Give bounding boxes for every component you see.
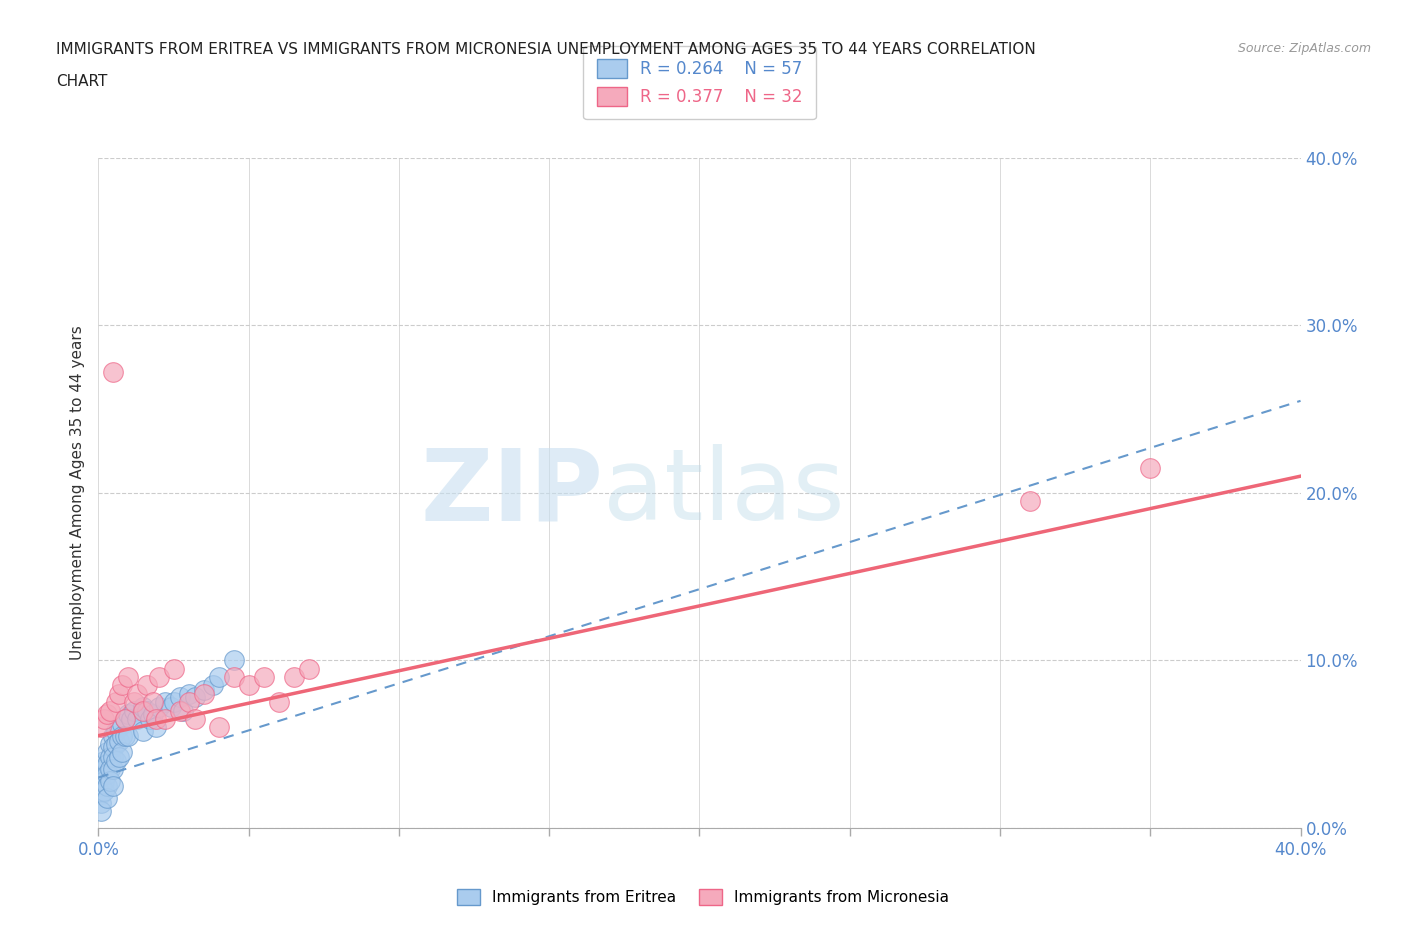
Point bbox=[135, 678, 157, 693]
Text: Source: ZipAtlas.com: Source: ZipAtlas.com bbox=[1237, 42, 1371, 55]
Point bbox=[105, 737, 128, 751]
Point bbox=[193, 686, 215, 701]
Point bbox=[100, 774, 122, 789]
Point bbox=[222, 670, 245, 684]
Point bbox=[111, 678, 134, 693]
Point bbox=[100, 737, 122, 751]
Point bbox=[283, 670, 305, 684]
Point bbox=[108, 733, 131, 748]
Point bbox=[96, 790, 118, 805]
Point bbox=[111, 745, 134, 760]
Text: CHART: CHART bbox=[56, 74, 108, 89]
Point bbox=[162, 661, 184, 676]
Point bbox=[96, 707, 118, 722]
Point bbox=[298, 661, 321, 676]
Point bbox=[114, 711, 136, 726]
Point bbox=[135, 703, 157, 718]
Point bbox=[108, 686, 131, 701]
Point bbox=[208, 670, 231, 684]
Text: IMMIGRANTS FROM ERITREA VS IMMIGRANTS FROM MICRONESIA UNEMPLOYMENT AMONG AGES 35: IMMIGRANTS FROM ERITREA VS IMMIGRANTS FR… bbox=[56, 42, 1036, 57]
Point bbox=[153, 695, 176, 710]
Point bbox=[1019, 494, 1042, 509]
Point bbox=[90, 787, 112, 802]
Point bbox=[103, 750, 125, 764]
Point bbox=[100, 762, 122, 777]
Point bbox=[108, 720, 131, 735]
Point bbox=[117, 670, 139, 684]
Point bbox=[90, 795, 112, 810]
Point bbox=[100, 750, 122, 764]
Point bbox=[114, 728, 136, 743]
Point bbox=[96, 757, 118, 772]
Y-axis label: Unemployment Among Ages 35 to 44 years: Unemployment Among Ages 35 to 44 years bbox=[69, 326, 84, 660]
Point bbox=[103, 728, 125, 743]
Point bbox=[90, 720, 112, 735]
Point bbox=[103, 778, 125, 793]
Point bbox=[169, 703, 191, 718]
Point bbox=[132, 703, 155, 718]
Point bbox=[111, 716, 134, 731]
Point bbox=[93, 783, 115, 798]
Point bbox=[222, 653, 245, 668]
Point bbox=[177, 695, 200, 710]
Point bbox=[121, 711, 143, 726]
Point bbox=[90, 778, 112, 793]
Point bbox=[172, 703, 194, 718]
Legend: R = 0.264    N = 57, R = 0.377    N = 32: R = 0.264 N = 57, R = 0.377 N = 32 bbox=[583, 46, 815, 119]
Point bbox=[105, 753, 128, 768]
Point bbox=[148, 699, 170, 714]
Point bbox=[132, 699, 155, 714]
Point bbox=[103, 365, 125, 379]
Point bbox=[183, 711, 205, 726]
Point bbox=[159, 699, 181, 714]
Point bbox=[253, 670, 276, 684]
Point bbox=[145, 711, 167, 726]
Point bbox=[141, 707, 163, 722]
Point bbox=[238, 678, 260, 693]
Point bbox=[117, 707, 139, 722]
Text: ZIP: ZIP bbox=[420, 445, 603, 541]
Point bbox=[162, 695, 184, 710]
Point bbox=[201, 678, 224, 693]
Point bbox=[103, 740, 125, 755]
Point bbox=[105, 695, 128, 710]
Point bbox=[132, 724, 155, 738]
Point bbox=[96, 778, 118, 793]
Point bbox=[177, 686, 200, 701]
Text: atlas: atlas bbox=[603, 445, 845, 541]
Point bbox=[93, 774, 115, 789]
Point bbox=[90, 804, 112, 818]
Point bbox=[267, 695, 290, 710]
Point bbox=[108, 750, 131, 764]
Point bbox=[103, 762, 125, 777]
Point bbox=[145, 720, 167, 735]
Point bbox=[141, 695, 163, 710]
Point bbox=[127, 686, 149, 701]
Point bbox=[169, 690, 191, 705]
Point bbox=[1139, 460, 1161, 475]
Point bbox=[138, 711, 160, 726]
Point bbox=[208, 720, 231, 735]
Point bbox=[127, 711, 149, 726]
Legend: Immigrants from Eritrea, Immigrants from Micronesia: Immigrants from Eritrea, Immigrants from… bbox=[449, 882, 957, 913]
Point bbox=[124, 695, 146, 710]
Point bbox=[193, 683, 215, 698]
Point bbox=[93, 753, 115, 768]
Point bbox=[148, 670, 170, 684]
Point bbox=[153, 711, 176, 726]
Point bbox=[117, 728, 139, 743]
Point bbox=[114, 711, 136, 726]
Point bbox=[96, 745, 118, 760]
Point bbox=[93, 711, 115, 726]
Point bbox=[124, 703, 146, 718]
Point bbox=[90, 770, 112, 785]
Point bbox=[111, 728, 134, 743]
Point bbox=[96, 766, 118, 781]
Point bbox=[100, 703, 122, 718]
Point bbox=[105, 724, 128, 738]
Point bbox=[93, 762, 115, 777]
Point bbox=[183, 690, 205, 705]
